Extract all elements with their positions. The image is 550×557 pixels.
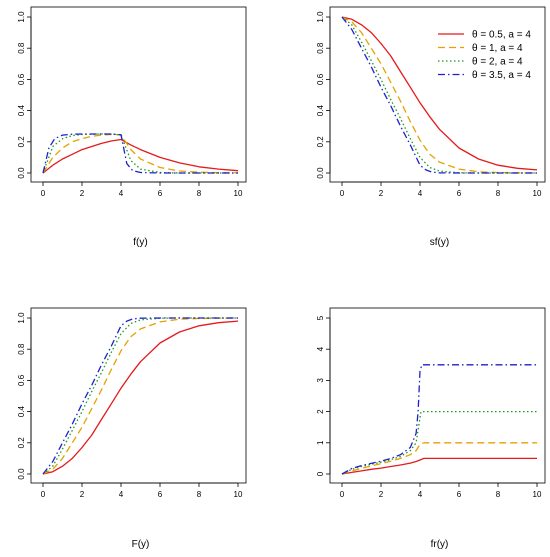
x-axis-title: f(y) [133,237,147,248]
y-tick-label: 0.8 [17,42,26,54]
y-tick-label: 4 [316,346,325,351]
x-tick-label: 10 [234,490,243,499]
series-line-1 [42,138,239,174]
x-tick-label: 4 [418,490,423,499]
series-line-1 [42,320,239,475]
x-tick-label: 2 [379,490,384,499]
x-tick-label: 0 [41,490,46,499]
series-line-2 [42,133,239,174]
x-tick-label: 0 [41,189,46,198]
series-line-4 [341,364,537,475]
y-tick-label: 1 [316,440,325,445]
y-tick-label: 2 [316,409,325,414]
plot-fr-y: 0 1 2 3 4 5 0 2 4 6 8 10 fr(y) [316,307,546,550]
x-tick-label: 6 [457,189,462,198]
x-tick-label: 0 [340,490,345,499]
y-tick-label: 0.8 [316,42,325,54]
series-line-4 [341,16,537,174]
series-line-3 [42,133,238,174]
x-tick-label: 2 [80,490,85,499]
series-line-3 [341,410,537,475]
y-tick-label: 0.0 [316,167,325,179]
x-axis-title: fr(y) [431,539,449,550]
y-tick-label: 0.4 [316,104,325,116]
x-tick-label: 6 [158,189,163,198]
series-line-1 [341,16,538,171]
legend: θ = 0.5, a = 4 θ = 1, a = 4 θ = 2, a = 4 θ … [438,30,531,81]
series-line-1 [341,457,537,475]
x-tick-label: 6 [457,490,462,499]
plot-frame [329,6,546,183]
legend-label-4: θ = 3.5, a = 4 [472,70,531,81]
y-tick-label: 0.2 [17,136,26,148]
legend-label-1: θ = 0.5, a = 4 [472,30,531,41]
y-tick-label: 1.0 [17,11,26,23]
legend-label-2: θ = 1, a = 4 [472,43,523,54]
y-tick-label: 1.0 [17,312,26,324]
y-tick-label: 0.0 [17,468,26,480]
x-tick-label: 10 [533,490,542,499]
plot-f-y: 0.0 0.2 0.4 0.6 0.8 1.0 0 2 4 6 8 10 f(y) [17,6,247,248]
y-tick-label: 0.0 [17,167,26,179]
y-tick-label: 0.2 [316,136,325,148]
x-tick-label: 2 [379,189,384,198]
plot-frame [329,307,546,484]
series-line-4 [42,317,238,475]
x-tick-label: 8 [496,490,501,499]
y-tick-label: 0.6 [17,73,26,85]
y-tick-label: 0.2 [17,437,26,449]
y-tick-label: 0.6 [316,73,325,85]
series-line-2 [341,442,537,475]
y-tick-label: 0.8 [17,343,26,355]
y-tick-label: 0.4 [17,104,26,116]
x-tick-label: 4 [418,189,423,198]
x-axis-title: F(y) [132,539,150,550]
series-line-2 [42,317,239,475]
x-tick-label: 10 [533,189,542,198]
x-tick-label: 0 [340,189,345,198]
legend-label-3: θ = 2, a = 4 [472,57,523,68]
x-tick-label: 8 [496,189,501,198]
y-tick-label: 3 [316,378,325,383]
x-tick-label: 6 [158,490,163,499]
x-tick-label: 8 [197,189,202,198]
series-line-4 [42,133,238,174]
y-tick-label: 0.6 [17,374,26,386]
plot-frame [30,6,247,183]
x-tick-label: 8 [197,490,202,499]
x-tick-label: 10 [234,189,243,198]
y-tick-label: 1.0 [316,11,325,23]
plot-frame [30,307,247,484]
x-tick-label: 4 [119,189,124,198]
x-axis-title: sf(y) [430,237,449,248]
plot-sf-y: 0.0 0.2 0.4 0.6 0.8 1.0 0 2 4 6 8 10 sf(y) θ = 0.5, a… [316,6,546,248]
y-tick-label: 0 [316,471,325,476]
x-tick-label: 2 [80,189,85,198]
y-tick-label: 0.4 [17,405,26,417]
series-line-2 [341,16,538,174]
plot-F-y: 0.0 0.2 0.4 0.6 0.8 1.0 0 2 4 6 8 10 F(y) [17,307,247,550]
x-tick-label: 4 [119,490,124,499]
series-line-3 [42,317,238,475]
y-tick-label: 5 [316,315,325,320]
